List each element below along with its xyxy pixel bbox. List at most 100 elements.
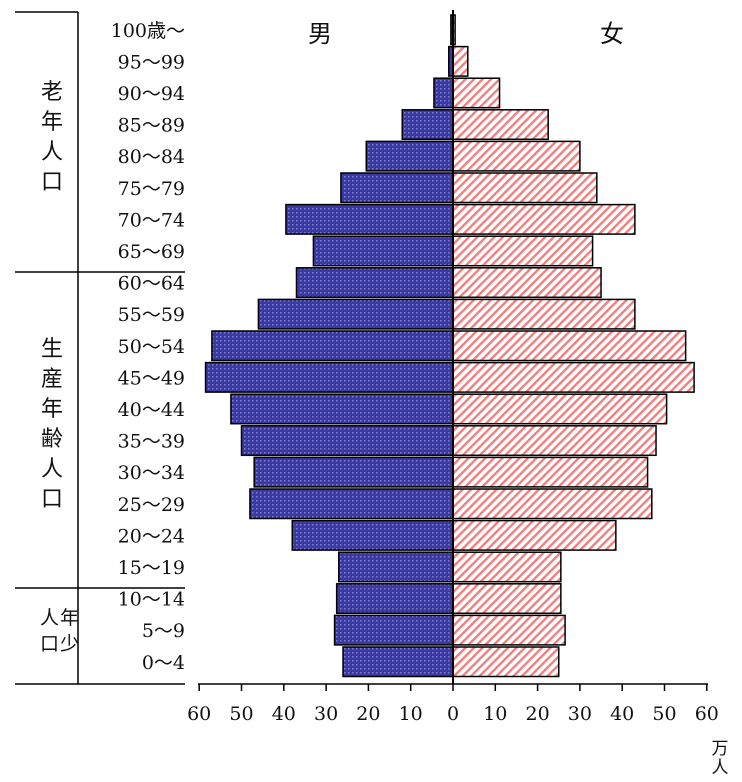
group-char: 人 [40,607,60,629]
female-header: 女 [600,20,624,48]
female-bar [452,361,695,393]
male-bar [291,519,454,551]
female-bar [452,646,560,678]
male-bar [295,267,454,299]
category-labels-group: 100歳～ 95～99 90～94 85～89 80～84 75～79 70～74 65～69… [111,20,185,674]
bars-group [204,14,695,678]
age-group-label: 50～54 [118,336,185,358]
x-tick-label: 40 [272,703,296,725]
x-tick-label: 50 [229,703,253,725]
x-tick-label: 40 [610,703,634,725]
female-bar [452,456,649,488]
male-bar [338,551,454,583]
x-tick-label: 30 [568,703,592,725]
female-bar [452,425,657,457]
group-label-working: 生 産 年 齢 人 口 [40,335,64,515]
age-group-label: 65～69 [118,241,185,263]
x-tick-label: 10 [483,703,507,725]
age-group-label: 25～29 [118,494,185,516]
male-bar [211,330,454,362]
group-char: 齢 [40,427,63,452]
female-bar [452,45,469,77]
female-bar [452,488,653,520]
female-bar [452,519,617,551]
age-group-label: 10～14 [118,589,185,611]
unit-label: 万 人 [710,740,730,778]
age-group-label: 70～74 [118,209,185,231]
age-group-label: 55～59 [118,304,185,326]
group-char: 口 [40,170,63,195]
female-bar [452,583,562,615]
x-tick-label: 50 [652,703,676,725]
male-bar [204,361,454,393]
male-bar [433,77,454,109]
female-bar [452,203,636,235]
group-char: 年 [40,397,63,422]
female-bar [452,551,562,583]
group-char: 人 [40,140,63,165]
group-char: 口 [40,633,60,655]
age-group-label: 75～79 [118,178,185,200]
male-bar [365,140,454,172]
group-label-elderly: 老 年 人 口 [40,78,64,198]
female-bar [452,172,598,204]
female-bar [452,267,602,299]
x-tick-label: 60 [695,703,719,725]
group-char: 少 [60,633,80,655]
x-tick-label: 20 [356,703,380,725]
group-brackets [15,11,185,685]
group-char: 口 [40,487,63,512]
age-group-label: 45～49 [118,367,185,389]
unit-char: 人 [711,758,729,778]
age-group-label: 90～94 [118,83,185,105]
group-char: 老 [40,80,63,105]
male-bar [240,425,454,457]
female-bar [452,77,501,109]
female-bar [452,140,581,172]
male-bar [342,646,454,678]
male-bar [401,109,454,141]
group-char: 年 [40,110,63,135]
age-group-label: 30～34 [118,462,185,484]
group-char: 生 [40,337,63,362]
x-tick-label: 10 [399,703,423,725]
age-group-label: 20～24 [118,525,185,547]
group-char: 年 [60,607,80,629]
male-bar [285,203,454,235]
male-bar [335,583,454,615]
x-tick-label: 0 [447,703,459,725]
age-group-label: 0～4 [142,652,185,674]
age-group-label: 60～64 [118,273,185,295]
female-bar [452,614,566,646]
female-bar [452,235,594,267]
female-bar [452,298,636,330]
male-header: 男 [308,20,332,48]
x-tick-label: 60 [187,703,211,725]
male-bar [249,488,454,520]
male-bar [253,456,454,488]
male-bar [257,298,454,330]
male-bar [333,614,454,646]
unit-char: 万 [711,739,729,759]
female-bar [452,109,549,141]
age-group-label: 100歳～ [111,20,185,42]
group-label-young: 年 少 人 口 [30,605,90,665]
age-group-label: 80～84 [118,146,185,168]
group-char: 人 [40,457,63,482]
group-char: 産 [40,367,63,392]
age-group-label: 15～19 [118,557,185,579]
female-bar [452,393,668,425]
age-group-label: 95～99 [118,51,185,73]
age-group-label: 40～44 [118,399,185,421]
x-tick-label: 20 [526,703,550,725]
female-bar [452,330,687,362]
x-tick-label: 30 [314,703,338,725]
age-group-label: 85～89 [118,115,185,137]
male-bar [312,235,454,267]
age-group-label: 35～39 [118,431,185,453]
male-bar [230,393,454,425]
male-bar [340,172,454,204]
age-group-label: 5～9 [142,620,185,642]
x-axis: 60 50 40 30 20 10 0 10 20 30 40 50 60 [187,10,719,725]
